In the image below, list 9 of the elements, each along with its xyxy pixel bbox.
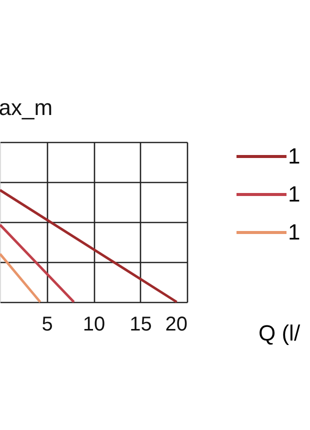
legend-label: 1 xyxy=(288,220,300,244)
x-tick-label: 15 xyxy=(130,314,152,336)
legend-label: 1 xyxy=(288,144,300,168)
legend-label: 1 xyxy=(288,182,300,206)
x-axis-title: Q (l/ xyxy=(258,320,301,346)
x-tick-label: 10 xyxy=(82,314,106,336)
x-tick-label: 20 xyxy=(165,314,188,336)
x-tick-label: 5 xyxy=(42,314,53,336)
chart-title: ax_m xyxy=(0,95,53,120)
